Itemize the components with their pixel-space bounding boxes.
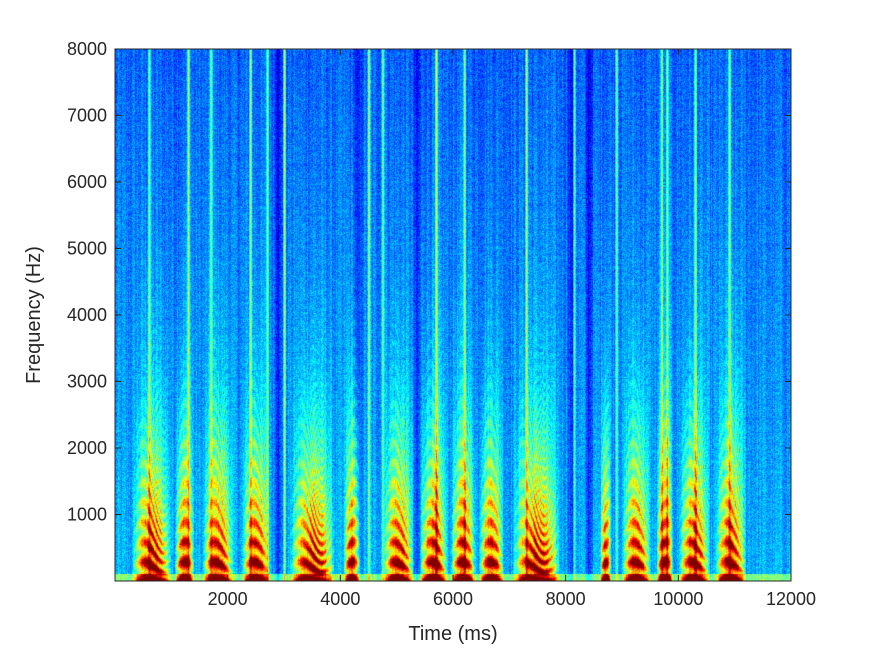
y-tick-label: 7000 [67, 106, 107, 126]
x-tick-label: 12000 [766, 589, 816, 609]
x-tick-label: 4000 [320, 589, 360, 609]
y-tick-label: 2000 [67, 438, 107, 458]
x-tick-label: 8000 [546, 589, 586, 609]
y-tick-label: 3000 [67, 372, 107, 392]
y-tick-label: 5000 [67, 239, 107, 259]
x-tick-label: 2000 [208, 589, 248, 609]
plot-area [115, 49, 791, 581]
x-tick-label: 10000 [653, 589, 703, 609]
spectrogram-image [115, 49, 791, 581]
x-axis-label: Time (ms) [408, 623, 497, 645]
y-axis-label: Frequency (Hz) [23, 246, 45, 384]
y-tick-label: 6000 [67, 172, 107, 192]
x-tick-label: 6000 [433, 589, 473, 609]
y-tick-label: 8000 [67, 39, 107, 59]
y-axis: 1000 2000 3000 4000 5000 6000 7000 8000 [67, 39, 791, 525]
y-tick-label: 4000 [67, 305, 107, 325]
y-tick-label: 1000 [67, 505, 107, 525]
x-axis: 2000 4000 6000 8000 10000 12000 [208, 49, 816, 609]
